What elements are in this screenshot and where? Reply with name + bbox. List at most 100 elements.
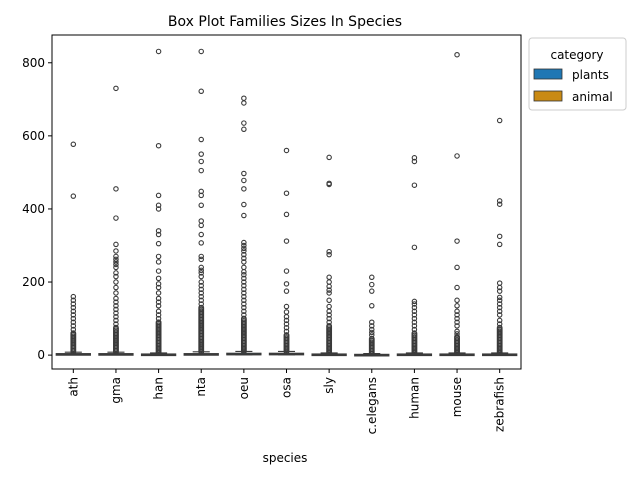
outlier-point (198, 218, 204, 224)
outlier-point (113, 256, 119, 263)
outlier-point (241, 290, 247, 296)
outlier-point (241, 212, 247, 219)
outlier-point (241, 286, 247, 293)
outlier-point (198, 151, 204, 157)
outlier-point (326, 180, 332, 187)
outlier-point (454, 315, 460, 322)
outlier-point (241, 282, 247, 289)
outlier-point (155, 268, 162, 274)
outlier-point (454, 323, 460, 329)
outlier-point (496, 288, 503, 294)
outlier-point (198, 267, 204, 274)
outlier-point (155, 275, 162, 282)
outlier-point (198, 48, 204, 55)
outlier-point (454, 303, 460, 309)
outlier-point (496, 304, 503, 311)
outlier-point (283, 328, 290, 335)
x-tick-label-mouse: mouse (450, 377, 464, 417)
outlier-point (283, 238, 290, 244)
outlier-point (496, 308, 503, 315)
legend-swatch-plants (533, 68, 563, 80)
outlier-point (496, 321, 503, 327)
outlier-point (155, 192, 162, 199)
outlier-point (496, 301, 503, 307)
outlier-point (113, 241, 119, 248)
outlier-point (198, 136, 204, 143)
outlier-point (369, 332, 375, 338)
outlier-point (454, 51, 460, 58)
x-tick-label-nta: nta (194, 377, 208, 397)
outlier-point (411, 158, 418, 165)
outlier-point (326, 290, 332, 296)
outlier-point (496, 312, 503, 318)
outlier-point (198, 253, 204, 260)
outlier-point (241, 239, 247, 246)
outlier-point (241, 170, 247, 177)
outlier-point (198, 279, 204, 285)
outlier-point (283, 281, 290, 287)
outlier-point (155, 281, 162, 287)
outlier-point (411, 312, 418, 318)
outlier-point (198, 282, 204, 289)
outlier-point (496, 117, 503, 124)
outlier-point (70, 315, 77, 322)
outlier-point (241, 120, 247, 126)
chart-title: Box Plot Families Sizes In Species (168, 14, 402, 30)
outlier-point (326, 251, 332, 258)
outlier-point (70, 141, 77, 148)
outlier-point (155, 253, 162, 260)
x-tick-label-zebrafish: zebrafish (493, 377, 507, 432)
outlier-point (326, 297, 332, 304)
outlier-point (113, 270, 119, 276)
outlier-point (241, 301, 247, 307)
outlier-point (70, 326, 77, 333)
outlier-point (155, 202, 162, 209)
outlier-point (283, 309, 290, 315)
outlier-point (113, 264, 119, 271)
outlier-point (198, 256, 204, 263)
outlier-point (326, 315, 332, 322)
outlier-point (155, 231, 162, 238)
outlier-point (454, 264, 460, 271)
outlier-point (113, 215, 119, 221)
y-tick-label: 400 (22, 202, 45, 216)
outlier-point (113, 303, 119, 309)
outlier-point (70, 330, 77, 336)
plot-area: 0 200 400 600 800 ath gma han nta oeu osa sly c.eleg… (22, 34, 522, 434)
outlier-point (496, 201, 503, 207)
outlier-point (241, 100, 247, 106)
outlier-point (496, 233, 503, 240)
outlier-point (369, 329, 375, 336)
legend: category plants animal (528, 37, 627, 111)
outlier-point (198, 286, 204, 293)
outlier-point (113, 284, 119, 291)
outlier-point (369, 281, 375, 288)
x-tick-label-gma: gma (109, 377, 123, 404)
outlier-point (155, 48, 162, 55)
outlier-point (369, 274, 375, 281)
outlier-point (155, 295, 162, 302)
outlier-point (411, 326, 418, 333)
outlier-point (454, 153, 460, 159)
outlier-point (241, 275, 247, 282)
outlier-point (241, 242, 247, 249)
x-axis-label: species (263, 451, 308, 465)
outlier-point (326, 279, 332, 285)
legend-title: category (550, 48, 603, 62)
outlier-point (283, 324, 290, 331)
outlier-point (454, 308, 460, 315)
outlier-point (241, 95, 247, 101)
y-tick-label: 600 (22, 129, 45, 143)
outlier-point (155, 259, 162, 265)
outlier-point (155, 228, 162, 234)
outlier-point (198, 158, 204, 165)
outlier-point (113, 290, 119, 296)
x-tick-label-oeu: oeu (237, 377, 251, 399)
outlier-point (411, 308, 418, 315)
outlier-point (369, 326, 375, 333)
outlier-point (411, 182, 418, 188)
outlier-point (70, 304, 77, 311)
outlier-point (283, 147, 290, 154)
outlier-point (496, 280, 503, 286)
